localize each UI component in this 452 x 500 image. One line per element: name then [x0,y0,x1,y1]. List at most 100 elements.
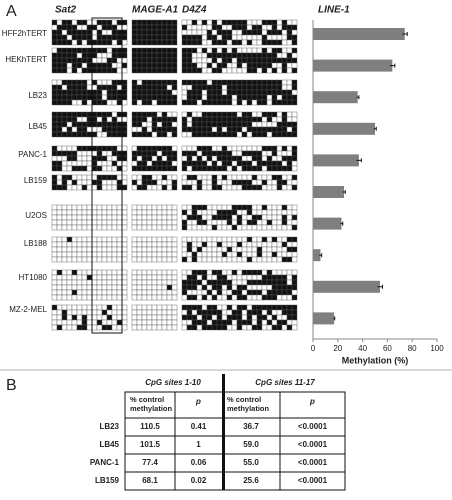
cpg-cell [156,94,163,101]
cpg-cell [271,269,278,276]
cpg-cell [96,284,103,291]
cpg-cell [241,99,248,106]
cpg-cell [51,179,58,186]
cpg-cell [106,174,113,181]
cpg-cell [86,184,93,191]
cpg-cell [71,89,78,96]
cpg-cell [171,294,178,301]
cpg-cell [86,99,93,106]
cpg-cell [136,214,143,221]
cpg-cell [166,29,173,36]
cpg-cell [156,184,163,191]
cpg-cell [211,57,218,64]
cpg-cell [66,29,73,36]
cpg-cell [86,89,93,96]
cpg-cell [66,145,73,152]
cpg-cell [121,47,128,54]
cpg-cell [116,236,123,243]
cpg-cell [141,57,148,64]
cpg-cell [121,324,128,331]
cpg-cell [51,89,58,96]
cpg-cell [136,34,143,41]
cpg-cell [81,155,88,162]
cpg-cell [291,67,298,74]
cpg-cell [136,24,143,31]
cpg-cell [96,184,103,191]
cpg-cell [216,39,223,46]
cpg-cell [251,319,258,326]
cpg-cell [196,155,203,162]
cpg-cell [146,47,153,54]
cpg-cell [191,111,198,118]
cpg-cell [166,284,173,291]
cpg-cell [76,99,83,106]
cpg-cell [136,204,143,211]
cpg-cell [66,155,73,162]
cpg-cell [221,289,228,296]
cpg-cell [256,34,263,41]
cpg-cell [81,47,88,54]
cpg-cell [146,34,153,41]
cpg-cell [181,219,188,226]
cpg-cell [56,24,63,31]
cpg-cell [106,274,113,281]
cpg-cell [81,160,88,167]
cpg-cell [236,309,243,316]
cpg-cell [291,29,298,36]
cpg-cell [196,24,203,31]
cpg-cell [206,39,213,46]
cpg-cell [241,52,248,59]
cpg-cell [191,160,198,167]
cpg-cell [136,279,143,286]
error-bar [342,190,346,194]
cpg-cell [76,47,83,54]
cpg-cell [191,279,198,286]
cpg-cell [136,126,143,133]
table-cell: <0.0001 [298,458,328,467]
cpg-cell [106,304,113,311]
cpg-cell [61,324,68,331]
cpg-cell [166,165,173,172]
cpg-cell [251,184,258,191]
cpg-cell [171,121,178,128]
cpg-cell [211,284,218,291]
cpg-cell [251,219,258,226]
cpg-cell [261,251,268,258]
cpg-cell [121,121,128,128]
cpg-cell [51,126,58,133]
cpg-cell [161,184,168,191]
cpg-cell [131,19,138,26]
cpg-cell [251,294,258,301]
cpg-cell [211,214,218,221]
cpg-cell [171,84,178,91]
cpg-cell [201,279,208,286]
cpg-cell [76,324,83,331]
cpg-cell [256,319,263,326]
cpg-cell [281,309,288,316]
cpg-cell [161,284,168,291]
cpg-cell [231,289,238,296]
cpg-cell [266,155,273,162]
cpg-cell [191,165,198,172]
cpg-cell [151,214,158,221]
cpg-cell [236,256,243,263]
cpg-cell [51,294,58,301]
cpg-cell [241,236,248,243]
cpg-cell [106,99,113,106]
cpg-cell [191,94,198,101]
cpg-cell [251,47,258,54]
cpg-cell [266,24,273,31]
cpg-cell [266,274,273,281]
cpg-cell [191,269,198,276]
cpg-cell [156,309,163,316]
cpg-cell [86,294,93,301]
cpg-cell [106,34,113,41]
cpg-cell [196,289,203,296]
cpg-cell [186,324,193,331]
cpg-cell [231,214,238,221]
cpg-cell [81,57,88,64]
cpg-cell [161,241,168,248]
cpg-cell [91,241,98,248]
cpg-cell [121,219,128,226]
cpg-cell [196,57,203,64]
